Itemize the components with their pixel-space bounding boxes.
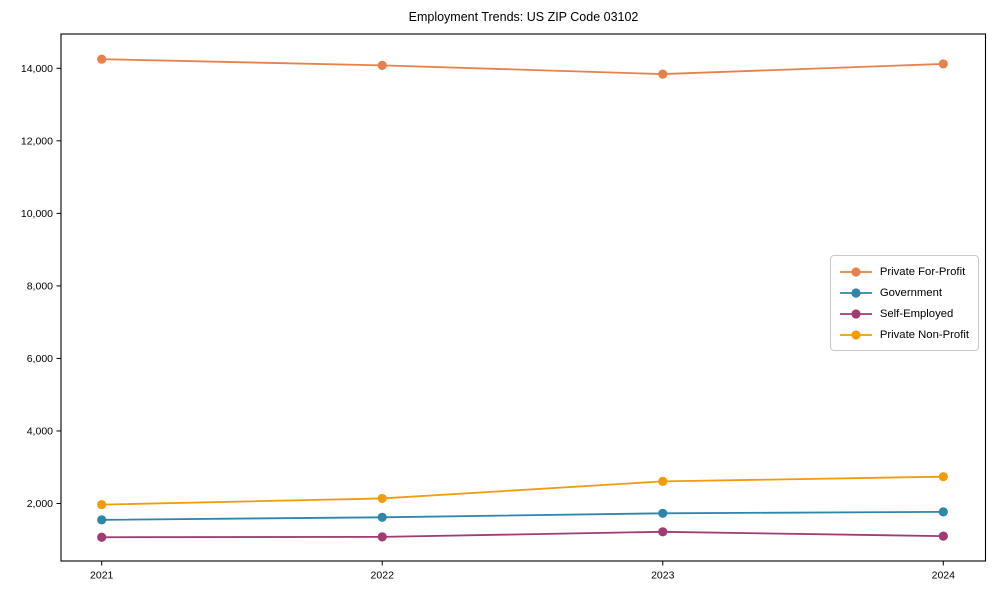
legend-item-self-employed: Self-Employed xyxy=(839,303,969,324)
legend-marker-icon xyxy=(839,287,872,298)
data-point-government xyxy=(938,507,948,517)
y-tick-label: 12,000 xyxy=(21,135,53,147)
legend-label: Self-Employed xyxy=(879,307,954,320)
data-point-self-employed xyxy=(377,532,387,542)
series-line-private-non-profit xyxy=(101,475,944,506)
legend-marker-icon xyxy=(839,329,872,340)
legend-marker-icon xyxy=(839,266,872,277)
data-point-self-employed xyxy=(97,532,107,542)
data-point-private-non-profit xyxy=(97,500,107,510)
series-line-private-for-profit xyxy=(101,58,944,75)
series-line-government xyxy=(101,510,944,521)
data-point-private-for-profit xyxy=(658,69,668,79)
y-tick-label: 10,000 xyxy=(21,208,53,220)
x-tick-label: 2021 xyxy=(90,570,114,582)
data-point-private-non-profit xyxy=(658,476,668,486)
data-point-private-for-profit xyxy=(938,59,948,69)
legend-label: Private Non-Profit xyxy=(879,328,969,341)
legend-item-government: Government xyxy=(839,282,969,303)
series-line-self-employed xyxy=(101,530,944,539)
y-tick-label: 6,000 xyxy=(27,353,53,365)
legend-label: Private For-Profit xyxy=(879,265,966,278)
y-tick-label: 8,000 xyxy=(27,280,53,292)
data-point-self-employed xyxy=(658,527,668,537)
x-tick-label: 2023 xyxy=(651,570,675,582)
data-point-government xyxy=(97,515,107,525)
data-point-private-for-profit xyxy=(377,60,387,70)
plot-border xyxy=(60,33,987,562)
y-tick-label: 4,000 xyxy=(27,425,53,437)
legend-marker-icon xyxy=(839,308,872,319)
data-point-private-for-profit xyxy=(97,54,107,64)
legend-item-private-for-profit: Private For-Profit xyxy=(839,261,969,282)
legend-label: Government xyxy=(879,286,943,299)
legend: Private For-Profit Government Self-Employe… xyxy=(829,255,979,351)
data-point-government xyxy=(377,512,387,522)
data-point-private-non-profit xyxy=(377,493,387,504)
chart-title: Employment Trends: US ZIP Code 03102 xyxy=(408,10,639,24)
data-point-private-non-profit xyxy=(938,472,948,482)
x-tick-label: 2024 xyxy=(932,570,956,582)
data-point-self-employed xyxy=(938,531,948,541)
legend-item-private-non-profit: Private Non-Profit xyxy=(839,324,969,345)
data-point-government xyxy=(658,508,668,518)
y-tick-label: 2,000 xyxy=(27,498,53,510)
y-tick-label: 14,000 xyxy=(21,63,53,75)
x-tick-label: 2022 xyxy=(371,570,395,582)
